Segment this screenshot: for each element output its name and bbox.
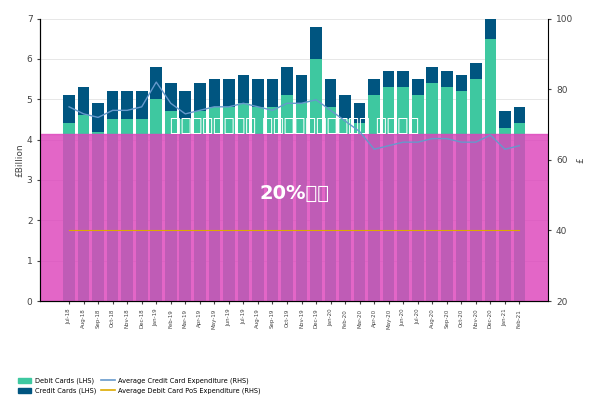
Bar [296, 103, 307, 301]
Bar [427, 67, 438, 83]
Bar [310, 26, 322, 59]
Bar [412, 95, 424, 301]
Bar [441, 71, 452, 87]
Bar [485, 18, 496, 39]
Bar [165, 111, 176, 301]
Legend: Debit Cards (LHS), Credit Cards (LHS), Average Credit Card Expenditure (RHS), Av: Debit Cards (LHS), Credit Cards (LHS), A… [16, 375, 263, 397]
Bar [223, 107, 235, 301]
Bar [368, 95, 380, 301]
Bar [470, 63, 482, 79]
Bar [383, 71, 394, 87]
Bar [179, 120, 191, 301]
Y-axis label: £Billion: £Billion [15, 143, 24, 177]
Bar [412, 79, 424, 95]
Bar [165, 83, 176, 111]
Bar [63, 124, 75, 301]
Bar [339, 95, 351, 120]
Bar [252, 79, 264, 107]
Bar [107, 91, 118, 120]
Bar [78, 87, 89, 115]
Bar [281, 95, 293, 301]
Bar [151, 99, 162, 301]
Bar [194, 111, 206, 301]
Bar [368, 79, 380, 95]
Bar [354, 103, 365, 124]
Text: 20%涨停: 20%涨停 [259, 184, 329, 203]
Bar [78, 115, 89, 301]
Bar [121, 120, 133, 301]
Bar [514, 124, 525, 301]
Bar [397, 71, 409, 87]
Bar [107, 120, 118, 301]
Bar [485, 39, 496, 301]
Bar [266, 79, 278, 107]
Bar [194, 83, 206, 111]
Bar [136, 91, 148, 120]
Bar [238, 103, 249, 301]
Text: 股票配资如何开户 商业航天概念持续活跃 西测测试: 股票配资如何开户 商业航天概念持续活跃 西测测试 [170, 117, 419, 135]
Bar [325, 107, 337, 301]
Bar [281, 67, 293, 95]
Bar [136, 120, 148, 301]
Bar [209, 107, 220, 301]
Bar [470, 79, 482, 301]
Bar [441, 87, 452, 301]
Bar [427, 83, 438, 301]
Bar [310, 59, 322, 301]
Bar [252, 107, 264, 301]
Bar [455, 75, 467, 91]
Bar [354, 124, 365, 301]
Bar [92, 103, 104, 132]
Y-axis label: £: £ [576, 157, 585, 163]
Bar [209, 79, 220, 107]
Bar [121, 91, 133, 120]
Bar [514, 107, 525, 124]
Bar [63, 95, 75, 124]
Bar [40, 134, 548, 301]
Bar [179, 91, 191, 120]
Bar [92, 132, 104, 301]
Bar [383, 87, 394, 301]
Bar [499, 111, 511, 128]
Bar [238, 75, 249, 103]
Bar [455, 91, 467, 301]
Bar [339, 120, 351, 301]
Bar [151, 67, 162, 99]
Bar [499, 128, 511, 301]
Bar [325, 79, 337, 107]
Bar [397, 87, 409, 301]
Bar [266, 107, 278, 301]
Bar [296, 75, 307, 103]
Bar [223, 79, 235, 107]
